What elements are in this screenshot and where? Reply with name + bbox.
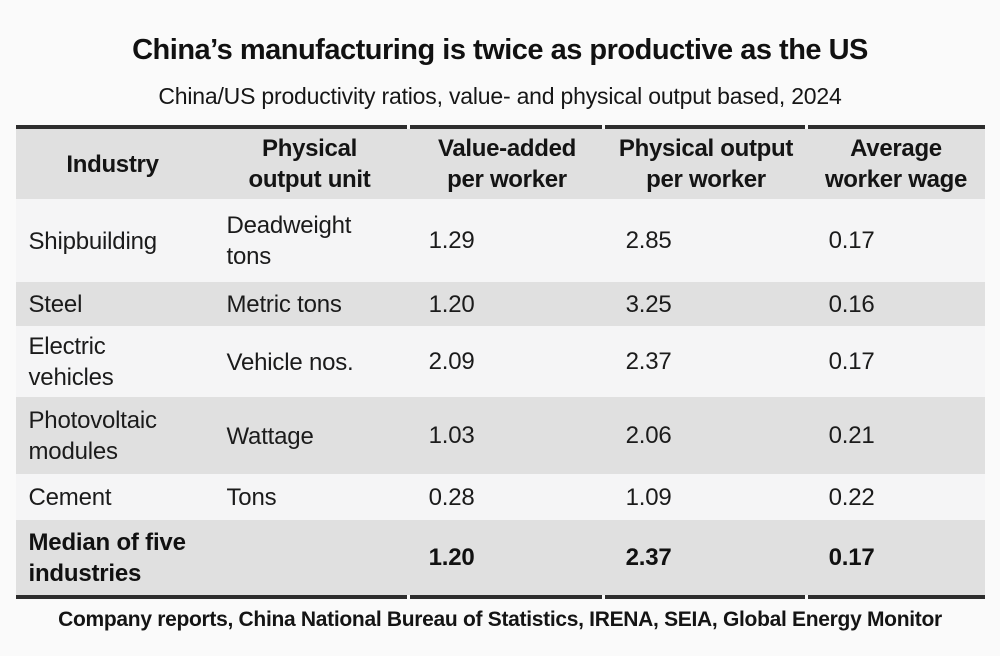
unit-label: Deadweight tons [226, 211, 352, 270]
cell-industry: Photovoltaic modules [15, 397, 210, 474]
cell-industry: Electric vehicles [15, 326, 210, 397]
cell-physical-output: 3.25 [604, 282, 808, 326]
col-header-physical-output-unit: Physical output unit [209, 129, 410, 199]
unit-label: Tons [226, 484, 277, 512]
cell-wage: 0.16 [807, 282, 985, 326]
cell-industry: Steel [15, 282, 210, 326]
source-note: Company reports, China National Bureau o… [58, 608, 942, 631]
cell-value-added: 1.20 [409, 520, 605, 595]
cell-physical-output: 2.85 [604, 199, 808, 282]
industry-label: Steel [28, 291, 83, 319]
rule-segment [604, 125, 805, 129]
cell-physical-output: 2.37 [604, 326, 808, 397]
col-header-industry: Industry [15, 129, 210, 199]
cell-physical-output: 2.37 [604, 520, 808, 595]
cell-unit: Vehicle nos. [209, 326, 410, 397]
cell-unit: Tons [209, 474, 410, 520]
cell-value-added: 1.29 [409, 199, 605, 282]
table-row-median: Median of five industries 1.20 2.37 0.17 [15, 520, 985, 595]
cell-wage: 0.17 [807, 199, 985, 282]
cell-wage: 0.22 [807, 474, 985, 520]
cell-wage: 0.17 [807, 520, 985, 595]
cell-value-added: 2.09 [409, 326, 605, 397]
industry-label: Shipbuilding [28, 227, 158, 255]
cell-unit [209, 520, 410, 595]
table-top-rule [15, 125, 985, 129]
rule-segment [409, 125, 602, 129]
cell-value-added: 0.28 [409, 474, 605, 520]
industry-label: Median of five industries [28, 528, 186, 587]
data-table: Industry Physical output unit Value-adde… [15, 129, 985, 595]
col-header-label: Physical output unit [248, 135, 371, 193]
header-row: Industry Physical output unit Value-adde… [15, 129, 985, 199]
rule-segment [409, 595, 602, 599]
col-header-label: Industry [66, 150, 159, 178]
col-header-label: Physical output per worker [618, 135, 794, 193]
cell-industry: Cement [15, 474, 210, 520]
col-header-physical-output-per-worker: Physical output per worker [604, 129, 808, 199]
rule-segment [15, 595, 407, 599]
rule-segment [807, 595, 985, 599]
table-row-shipbuilding: Shipbuilding Deadweight tons 1.29 2.85 0… [15, 199, 985, 282]
subtitle: China/US productivity ratios, value- and… [158, 83, 842, 109]
cell-value-added: 1.20 [409, 282, 605, 326]
col-header-label: Average worker wage [824, 135, 968, 193]
cell-unit: Metric tons [209, 282, 410, 326]
unit-label: Metric tons [226, 291, 342, 319]
cell-physical-output: 1.09 [604, 474, 808, 520]
table-row-steel: Steel Metric tons 1.20 3.25 0.16 [15, 282, 985, 326]
col-header-label: Value-added per worker [437, 135, 577, 193]
industry-label: Cement [28, 484, 112, 512]
rule-segment [807, 125, 985, 129]
cell-physical-output: 2.06 [604, 397, 808, 474]
rule-segment [15, 125, 407, 129]
cell-industry: Median of five industries [15, 520, 210, 595]
cell-value-added: 1.03 [409, 397, 605, 474]
cell-unit: Wattage [209, 397, 410, 474]
productivity-table: Industry Physical output unit Value-adde… [15, 125, 985, 599]
unit-label: Vehicle nos. [226, 348, 354, 376]
industry-label: Photovoltaic modules [28, 406, 158, 465]
cell-unit: Deadweight tons [209, 199, 410, 282]
unit-label: Wattage [226, 422, 314, 450]
table-row-photovoltaic-modules: Photovoltaic modules Wattage 1.03 2.06 0… [15, 397, 985, 474]
cell-industry: Shipbuilding [15, 199, 210, 282]
col-header-average-worker-wage: Average worker wage [807, 129, 985, 199]
table-bottom-rule [15, 595, 985, 599]
cell-wage: 0.21 [807, 397, 985, 474]
table-row-electric-vehicles: Electric vehicles Vehicle nos. 2.09 2.37… [15, 326, 985, 397]
industry-label: Electric vehicles [28, 332, 114, 391]
table-row-cement: Cement Tons 0.28 1.09 0.22 [15, 474, 985, 520]
page-title: China’s manufacturing is twice as produc… [132, 34, 868, 66]
col-header-value-added-per-worker: Value-added per worker [409, 129, 605, 199]
rule-segment [604, 595, 805, 599]
cell-wage: 0.17 [807, 326, 985, 397]
